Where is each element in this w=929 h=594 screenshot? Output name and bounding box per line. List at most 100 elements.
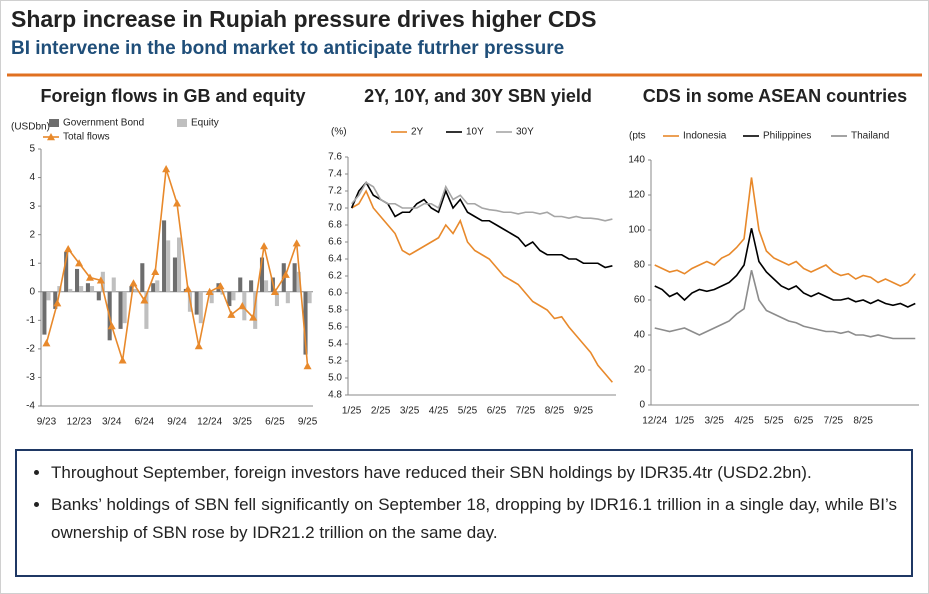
y-tick-label: 5.2 — [328, 356, 342, 367]
bar — [231, 291, 236, 301]
y-tick-label: 7.6 — [328, 152, 342, 163]
y-tick-label: -3 — [26, 372, 35, 383]
x-tick-label: 8/25 — [853, 416, 873, 427]
bar — [307, 291, 312, 304]
x-tick-label: 4/25 — [429, 406, 449, 417]
x-tick-label: 1/25 — [342, 406, 362, 417]
bar — [122, 291, 127, 324]
y-tick-label: 7.2 — [328, 186, 342, 197]
bar — [85, 283, 90, 292]
bar — [303, 291, 308, 355]
marker — [107, 322, 116, 330]
x-tick-label: 3/24 — [102, 417, 122, 428]
bar — [238, 277, 243, 292]
bar — [253, 291, 258, 329]
bar — [259, 257, 265, 292]
y-tick-label: 2 — [29, 229, 35, 240]
bar — [118, 291, 123, 329]
y-tick-label: 0 — [29, 286, 35, 297]
note: Banks’ holdings of SBN fell significantl… — [51, 491, 897, 547]
y-axis-label: (pts — [629, 131, 646, 142]
bar — [285, 291, 290, 304]
bar — [89, 286, 95, 292]
y-tick-label: 6.4 — [328, 254, 342, 265]
x-tick-label: 12/24 — [642, 416, 667, 427]
y-tick-label: 5.4 — [328, 339, 342, 350]
y-tick-label: -4 — [26, 401, 35, 412]
y-tick-label: 4.8 — [328, 390, 342, 401]
y-tick-label: 60 — [634, 295, 646, 306]
x-tick-label: 8/25 — [545, 406, 565, 417]
slide-subtitle: BI intervene in the bond market to antic… — [11, 38, 564, 59]
y-tick-label: 6.0 — [328, 288, 342, 299]
bar — [129, 286, 134, 292]
y-tick-label: 140 — [628, 155, 645, 166]
bar — [166, 240, 171, 292]
bar — [274, 291, 279, 307]
notes-box: Throughout September, foreign investors … — [15, 449, 913, 577]
bar — [162, 220, 167, 292]
marker — [270, 287, 279, 295]
x-tick-label: 3/25 — [400, 406, 420, 417]
marker — [183, 284, 192, 293]
bar — [249, 280, 254, 292]
y-tick-label: 5.8 — [328, 305, 342, 316]
bar — [227, 291, 232, 307]
marker — [173, 199, 181, 207]
chart-title: CDS in some ASEAN countries — [643, 86, 907, 106]
chart-title: Foreign flows in GB and equity — [40, 86, 305, 106]
legend-label: Government Bond — [63, 118, 144, 129]
marker — [140, 296, 149, 304]
slide-title: Sharp increase in Rupiah pressure drives… — [11, 6, 596, 32]
bar — [75, 268, 80, 292]
y-axis-label: (USDbn) — [11, 122, 50, 133]
bar — [64, 251, 69, 292]
marker — [162, 164, 171, 173]
y-tick-label: 1 — [29, 258, 35, 269]
x-tick-label: 3/25 — [233, 417, 253, 428]
bar — [42, 291, 47, 335]
y-tick-label: 5.6 — [328, 322, 342, 333]
bar — [264, 280, 269, 292]
bar — [144, 291, 149, 329]
marker — [194, 342, 203, 350]
note: Throughout September, foreign investors … — [51, 459, 897, 487]
x-tick-label: 12/24 — [197, 417, 222, 428]
marker — [260, 242, 269, 250]
x-tick-label: 7/25 — [824, 416, 844, 427]
line — [351, 181, 613, 222]
y-tick-label: 40 — [634, 330, 646, 341]
y-tick-label: 80 — [634, 260, 646, 271]
bar — [209, 291, 214, 304]
x-tick-label: 6/25 — [265, 417, 285, 428]
legend-swatch — [49, 119, 59, 127]
bar — [96, 291, 101, 301]
marker — [205, 287, 214, 295]
legend-label: Equity — [191, 118, 219, 129]
bar — [172, 257, 177, 292]
bar — [79, 286, 84, 292]
y-tick-label: 7.0 — [328, 203, 342, 214]
x-tick-label: 9/23 — [37, 417, 57, 428]
x-tick-label: 1/25 — [675, 416, 695, 427]
y-tick-label: 6.8 — [328, 220, 342, 231]
legend-label: Philippines — [763, 131, 811, 142]
line — [654, 177, 916, 287]
x-tick-label: 7/25 — [516, 406, 536, 417]
marker — [96, 276, 105, 284]
y-tick-label: 5 — [29, 144, 35, 155]
x-tick-label: 12/23 — [67, 417, 92, 428]
bar — [194, 291, 199, 315]
legend-swatch — [177, 119, 187, 127]
y-tick-label: 4 — [29, 172, 35, 183]
x-tick-label: 4/25 — [734, 416, 754, 427]
marker — [118, 356, 127, 364]
charts: Sharp increase in Rupiah pressure drives… — [7, 6, 922, 428]
x-tick-label: 2/25 — [371, 406, 391, 417]
bar — [68, 288, 73, 292]
y-tick-label: 3 — [29, 201, 35, 212]
x-tick-label: 5/25 — [458, 406, 478, 417]
bar — [292, 263, 297, 292]
bar — [151, 283, 156, 292]
chart-title: 2Y, 10Y, and 30Y SBN yield — [364, 86, 592, 106]
